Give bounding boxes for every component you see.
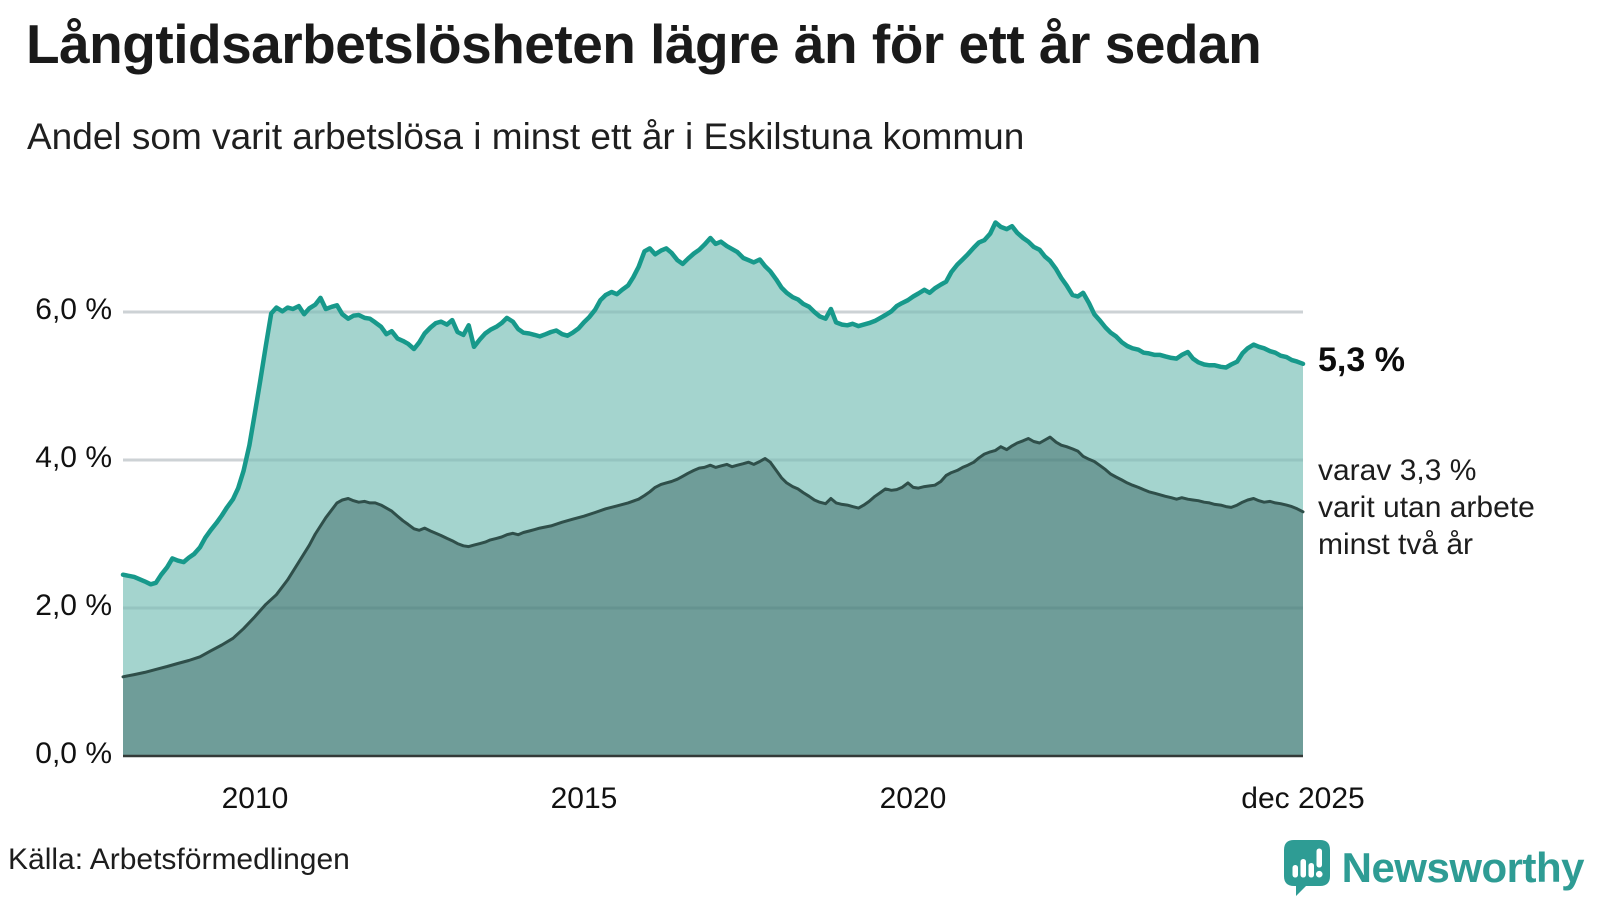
- annotation-latest-subset: varav 3,3 % varit utan arbete minst två …: [1318, 454, 1535, 561]
- y-axis-tick-label: 2,0 %: [35, 589, 112, 622]
- speech-bubble-bar-chart-icon: [1283, 840, 1330, 896]
- x-axis-tick-label: 2020: [879, 782, 947, 815]
- source-note: Källa: Arbetsförmedlingen: [8, 843, 350, 876]
- brand-name: Newsworthy: [1341, 844, 1585, 891]
- x-axis-tick-label: 2015: [550, 782, 618, 815]
- y-axis-tick-label: 6,0 %: [35, 293, 112, 326]
- x-axis-tick-label: 2010: [221, 782, 289, 815]
- x-axis-tick-label: dec 2025: [1241, 782, 1365, 815]
- brand-logo: Newsworthy: [1283, 840, 1585, 896]
- y-axis-tick-label: 0,0 %: [35, 737, 112, 770]
- chart-subtitle: Andel som varit arbetslösa i minst ett å…: [27, 116, 1025, 157]
- page-title: Långtidsarbetslösheten lägre än för ett …: [26, 13, 1262, 75]
- annotation-latest-total: 5,3 %: [1318, 341, 1405, 379]
- y-axis-tick-label: 4,0 %: [35, 441, 112, 474]
